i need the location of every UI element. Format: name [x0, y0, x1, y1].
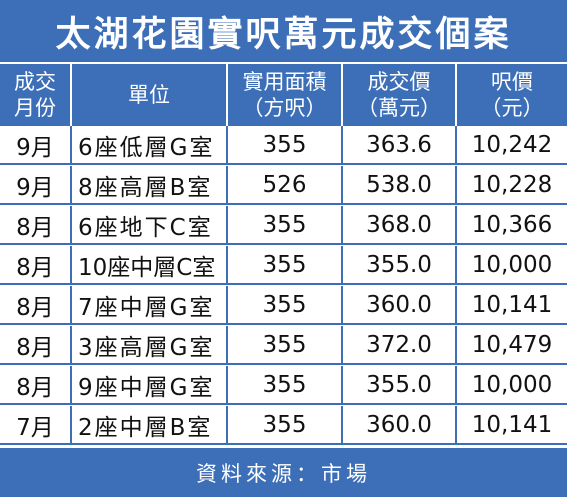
- cell-month: 8月: [0, 286, 72, 323]
- page-title: 太湖花園實呎萬元成交個案: [0, 0, 567, 62]
- cell-price: 360.0: [343, 286, 457, 323]
- cell-month: 8月: [0, 326, 72, 363]
- cell-month: 8月: [0, 246, 72, 283]
- cell-month: 8月: [0, 366, 72, 403]
- cell-area: 355: [228, 406, 343, 443]
- header-month-line1: 成交: [14, 70, 56, 94]
- cell-area: 526: [228, 166, 343, 203]
- cell-psf: 10,000: [471, 371, 553, 398]
- cell-price: 368.0: [343, 206, 457, 243]
- header-month-line2: 月份: [14, 96, 56, 120]
- cell-price: 355.0: [343, 246, 457, 283]
- cell-unit: 8座高層B室: [72, 166, 228, 203]
- table-row: 7月 2座中層B室 355 360.0 10,141: [0, 406, 567, 445]
- cell-area: 355: [228, 286, 343, 323]
- cell-psf: 10,141: [471, 411, 553, 438]
- cell-psf: 10,366: [471, 211, 553, 238]
- cell-psf: 10,141: [471, 291, 553, 318]
- table-row: 8月 6座地下C室 355 368.0 10,366: [0, 206, 567, 245]
- cell-area: 355: [228, 326, 343, 363]
- cell-unit: 9座中層G室: [72, 366, 228, 403]
- header-unit: 單位: [72, 64, 228, 126]
- cell-month: 7月: [0, 406, 72, 443]
- cell-unit: 3座高層G室: [72, 326, 228, 363]
- header-price: 成交價 （萬元）: [343, 64, 457, 126]
- cell-price: 360.0: [343, 406, 457, 443]
- header-area-line2: （方呎）: [242, 96, 327, 120]
- cell-unit: 6座低層G室: [72, 126, 228, 163]
- cell-month: 9月: [0, 166, 72, 203]
- cell-unit: 7座中層G室: [72, 286, 228, 323]
- cell-area: 355: [228, 126, 343, 163]
- table-row: 9月 8座高層B室 526 538.0 10,228: [0, 166, 567, 205]
- header-area-line1: 實用面積: [242, 70, 327, 94]
- header-price-line1: 成交價: [367, 70, 431, 94]
- cell-price: 372.0: [343, 326, 457, 363]
- cell-area: 355: [228, 246, 343, 283]
- cell-psf: 10,479: [471, 331, 553, 358]
- cell-psf: 10,000: [471, 251, 553, 278]
- table-row: 8月 3座高層G室 355 372.0 10,479: [0, 326, 567, 365]
- source-footer: 資料來源：市場: [0, 448, 567, 497]
- header-month: 成交 月份: [0, 64, 72, 126]
- header-area: 實用面積 （方呎）: [228, 64, 343, 126]
- table-row: 8月 7座中層G室 355 360.0 10,141: [0, 286, 567, 325]
- table-header: 成交 月份 單位 實用面積 （方呎） 成交價 （萬元） 呎價 （元）: [0, 62, 567, 126]
- cell-area: 355: [228, 366, 343, 403]
- cell-price: 363.6: [343, 126, 457, 163]
- cell-area: 355: [228, 206, 343, 243]
- cell-psf: 10,242: [471, 131, 553, 158]
- cell-price: 355.0: [343, 366, 457, 403]
- table-row: 8月 9座中層G室 355 355.0 10,000: [0, 366, 567, 405]
- header-psf-line1: 呎價: [491, 70, 533, 94]
- table-row: 8月 10座中層C室 355 355.0 10,000: [0, 246, 567, 285]
- cell-month: 9月: [0, 126, 72, 163]
- header-psf-line2: （元）: [480, 96, 544, 120]
- cell-month: 8月: [0, 206, 72, 243]
- header-psf: 呎價 （元）: [457, 64, 567, 126]
- cell-unit: 6座地下C室: [72, 206, 228, 243]
- cell-psf: 10,228: [471, 171, 553, 198]
- cell-unit: 2座中層B室: [72, 406, 228, 443]
- header-unit-line1: 單位: [128, 83, 170, 107]
- header-price-line2: （萬元）: [357, 96, 441, 120]
- cell-unit: 10座中層C室: [72, 246, 228, 283]
- cell-price: 538.0: [343, 166, 457, 203]
- table-row: 9月 6座低層G室 355 363.6 10,242: [0, 126, 567, 165]
